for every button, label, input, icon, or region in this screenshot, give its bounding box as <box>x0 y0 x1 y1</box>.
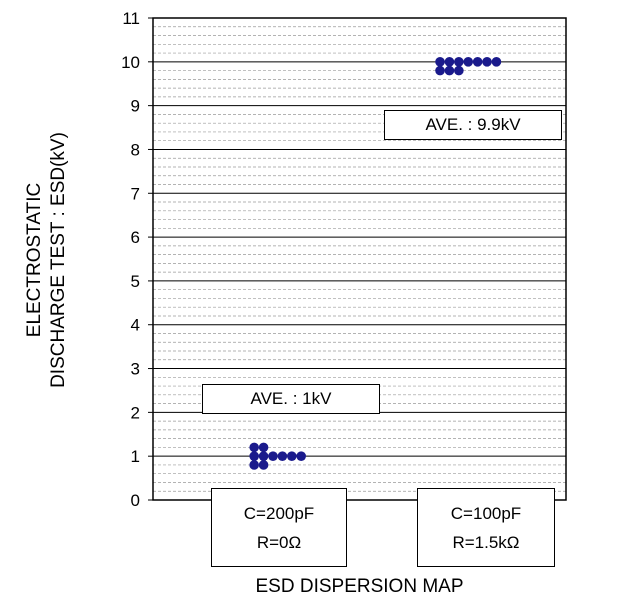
data-point <box>454 57 464 67</box>
data-point <box>472 57 483 67</box>
data-point <box>296 451 306 461</box>
data-point <box>444 65 455 76</box>
category-2-capacitance: C=100pF <box>450 504 522 523</box>
y-tick-label: 10 <box>121 53 140 72</box>
data-point <box>258 460 269 470</box>
plot-area <box>152 17 567 501</box>
data-point <box>491 57 502 67</box>
data-point <box>258 442 269 453</box>
y-tick-label: 3 <box>131 360 140 379</box>
y-axis-label-line2: DISCHARGE TEST : ESD(kV) <box>48 132 69 388</box>
data-point <box>435 65 445 76</box>
average-label-1: AVE. : 1kV <box>202 384 380 414</box>
data-point <box>277 451 288 461</box>
data-point <box>435 57 445 67</box>
category-box-2: C=100pF R=1.5kΩ <box>417 488 555 567</box>
y-axis-ticks: 0 1 2 3 4 5 6 7 8 9 10 11 <box>121 9 153 510</box>
average-label-2: AVE. : 9.9kV <box>384 110 562 140</box>
y-tick-label: 5 <box>131 272 140 291</box>
category-box-1: C=200pF R=0Ω <box>211 488 347 567</box>
data-point <box>249 451 259 461</box>
y-tick-label: 4 <box>131 316 140 335</box>
y-tick-label: 9 <box>131 97 140 116</box>
data-point <box>454 65 464 76</box>
data-point <box>268 451 278 461</box>
y-tick-label: 6 <box>131 228 140 247</box>
y-tick-label: 11 <box>122 9 140 28</box>
y-tick-label: 1 <box>131 447 140 466</box>
y-tick-label: 8 <box>131 140 140 159</box>
data-point <box>258 451 269 461</box>
category-2-resistance: R=1.5kΩ <box>452 533 520 552</box>
y-tick-label: 7 <box>131 184 140 203</box>
data-point <box>444 57 455 67</box>
data-point <box>482 57 492 67</box>
category-1-capacitance: C=200pF <box>243 504 315 523</box>
data-point <box>249 442 259 453</box>
minor-gridlines <box>153 26 566 492</box>
y-axis-label-line1: ELECTROSTATIC <box>24 183 45 337</box>
category-1-resistance: R=0Ω <box>256 533 302 552</box>
data-point <box>249 460 259 470</box>
y-tick-label: 0 <box>131 491 140 510</box>
data-point <box>286 451 297 461</box>
x-axis-label: ESD DISPERSION MAP <box>255 576 464 597</box>
data-points <box>249 57 502 470</box>
y-tick-label: 2 <box>131 403 140 422</box>
data-point <box>463 57 474 67</box>
